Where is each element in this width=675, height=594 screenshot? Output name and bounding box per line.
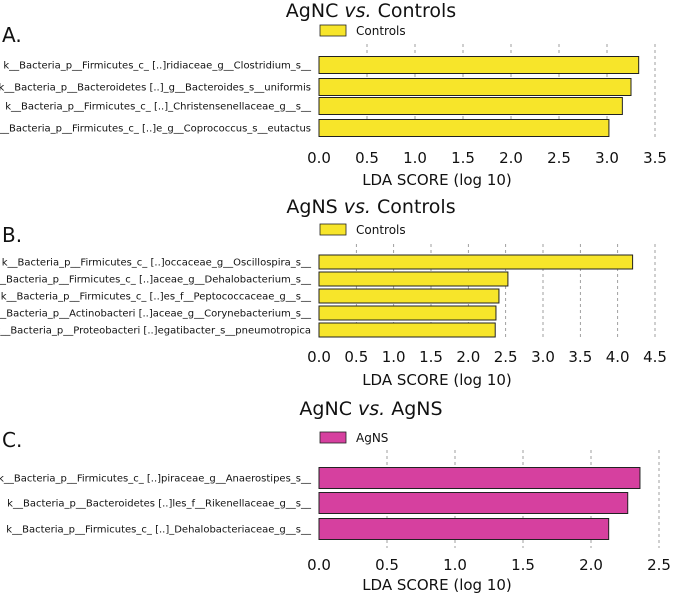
category-label: k__Bacteria_p__Proteobacteri [..]egatiba…: [0, 326, 311, 337]
bar: [318, 254, 634, 270]
x-tick-label: 3.5: [643, 149, 667, 167]
bar: [318, 492, 629, 514]
category-label: k__Bacteria_p__Bacteroidetes [..]les_f__…: [7, 499, 312, 510]
legend-label: AgNS: [356, 431, 388, 445]
category-label: k__Bacteria_p__Firmicutes_c_ [..]_Christ…: [5, 102, 312, 113]
category-label: k__Bacteria_p__Firmicutes_c_ [..]piracea…: [0, 474, 312, 485]
panel-title: AgNS vs. Controls: [286, 196, 455, 218]
panel-a: AgNC vs. Controls A. Controls 0.0 0.5 1.0 1.5 2…: [0, 0, 667, 189]
x-axis-label: LDA SCORE (log 10): [362, 576, 512, 594]
legend-swatch: [319, 24, 347, 37]
x-tick-label: 0.5: [355, 149, 379, 167]
x-tick-label: 2.5: [547, 149, 571, 167]
legend-label: Controls: [356, 223, 406, 237]
x-tick-label: 1.5: [419, 348, 443, 366]
x-tick-label: 1.5: [451, 149, 475, 167]
category-label: k__Bacteria_p__Bacteroidetes [..]_g__Bac…: [0, 83, 311, 94]
x-tick-label: 2.0: [579, 556, 603, 574]
x-tick-label: 2.5: [647, 556, 671, 574]
bar: [318, 305, 497, 321]
panel-label: A.: [2, 23, 22, 47]
panel-title: AgNC vs. AgNS: [299, 398, 442, 420]
bar: [318, 97, 623, 115]
panel-label: C.: [2, 428, 22, 452]
bar: [318, 78, 632, 96]
x-tick-label: 1.5: [511, 556, 535, 574]
category-label: k__Bacteria_p__Firmicutes_c_ [..]occacea…: [2, 258, 312, 269]
x-tick-label: 0.0: [307, 556, 331, 574]
x-tick-label: 0.0: [307, 149, 331, 167]
x-tick-label: 4.0: [606, 348, 630, 366]
category-label: k__Bacteria_p__Firmicutes_c_ [..]_Dehalo…: [6, 525, 312, 536]
bar: [318, 322, 496, 338]
x-axis-label: LDA SCORE (log 10): [362, 171, 512, 189]
panel-c: AgNC vs. AgNS C. AgNS 0.0 0.5 1.0 1.5 2.0 2.5 k__…: [0, 398, 671, 594]
x-tick-label: 1.0: [382, 348, 406, 366]
category-label: k__Bacteria_p__Firmicutes_c_ [..]es_f__P…: [1, 292, 312, 303]
bar: [318, 518, 610, 540]
x-tick-label: 0.0: [307, 348, 331, 366]
x-tick-label: 2.0: [499, 149, 523, 167]
panel-label: B.: [2, 223, 22, 247]
category-label: k__Bacteria_p__Firmicutes_c_ [..]aceae_g…: [0, 275, 312, 286]
bar: [318, 56, 640, 74]
bar: [318, 119, 610, 137]
x-tick-label: 1.0: [443, 556, 467, 574]
x-tick-label: 3.0: [531, 348, 555, 366]
x-axis-label: LDA SCORE (log 10): [362, 371, 512, 389]
x-tick-label: 2.0: [456, 348, 480, 366]
panel-title: AgNC vs. Controls: [286, 0, 456, 22]
x-tick-label: 1.0: [403, 149, 427, 167]
panel-b: AgNS vs. Controls B. Controls 0.0 0.5 1.0 1.5 2…: [0, 196, 667, 389]
x-tick-label: 0.5: [375, 556, 399, 574]
x-tick-label: 3.0: [595, 149, 619, 167]
bar: [318, 288, 500, 304]
category-label: k__Bacteria_p__Firmicutes_c_ [..]e_g__Co…: [0, 124, 311, 135]
x-tick-label: 3.5: [568, 348, 592, 366]
x-tick-label: 2.5: [494, 348, 518, 366]
x-tick-label: 0.5: [344, 348, 368, 366]
bar: [318, 271, 509, 287]
x-tick-label: 4.5: [643, 348, 667, 366]
legend-swatch: [319, 223, 347, 236]
legend-swatch: [319, 431, 347, 444]
category-label: k__Bacteria_p__Actinobacteri [..]aceae_g…: [0, 309, 312, 320]
category-label: k__Bacteria_p__Firmicutes_c_ [..]ridiace…: [3, 61, 312, 72]
legend-label: Controls: [356, 24, 406, 38]
bar: [318, 467, 641, 489]
